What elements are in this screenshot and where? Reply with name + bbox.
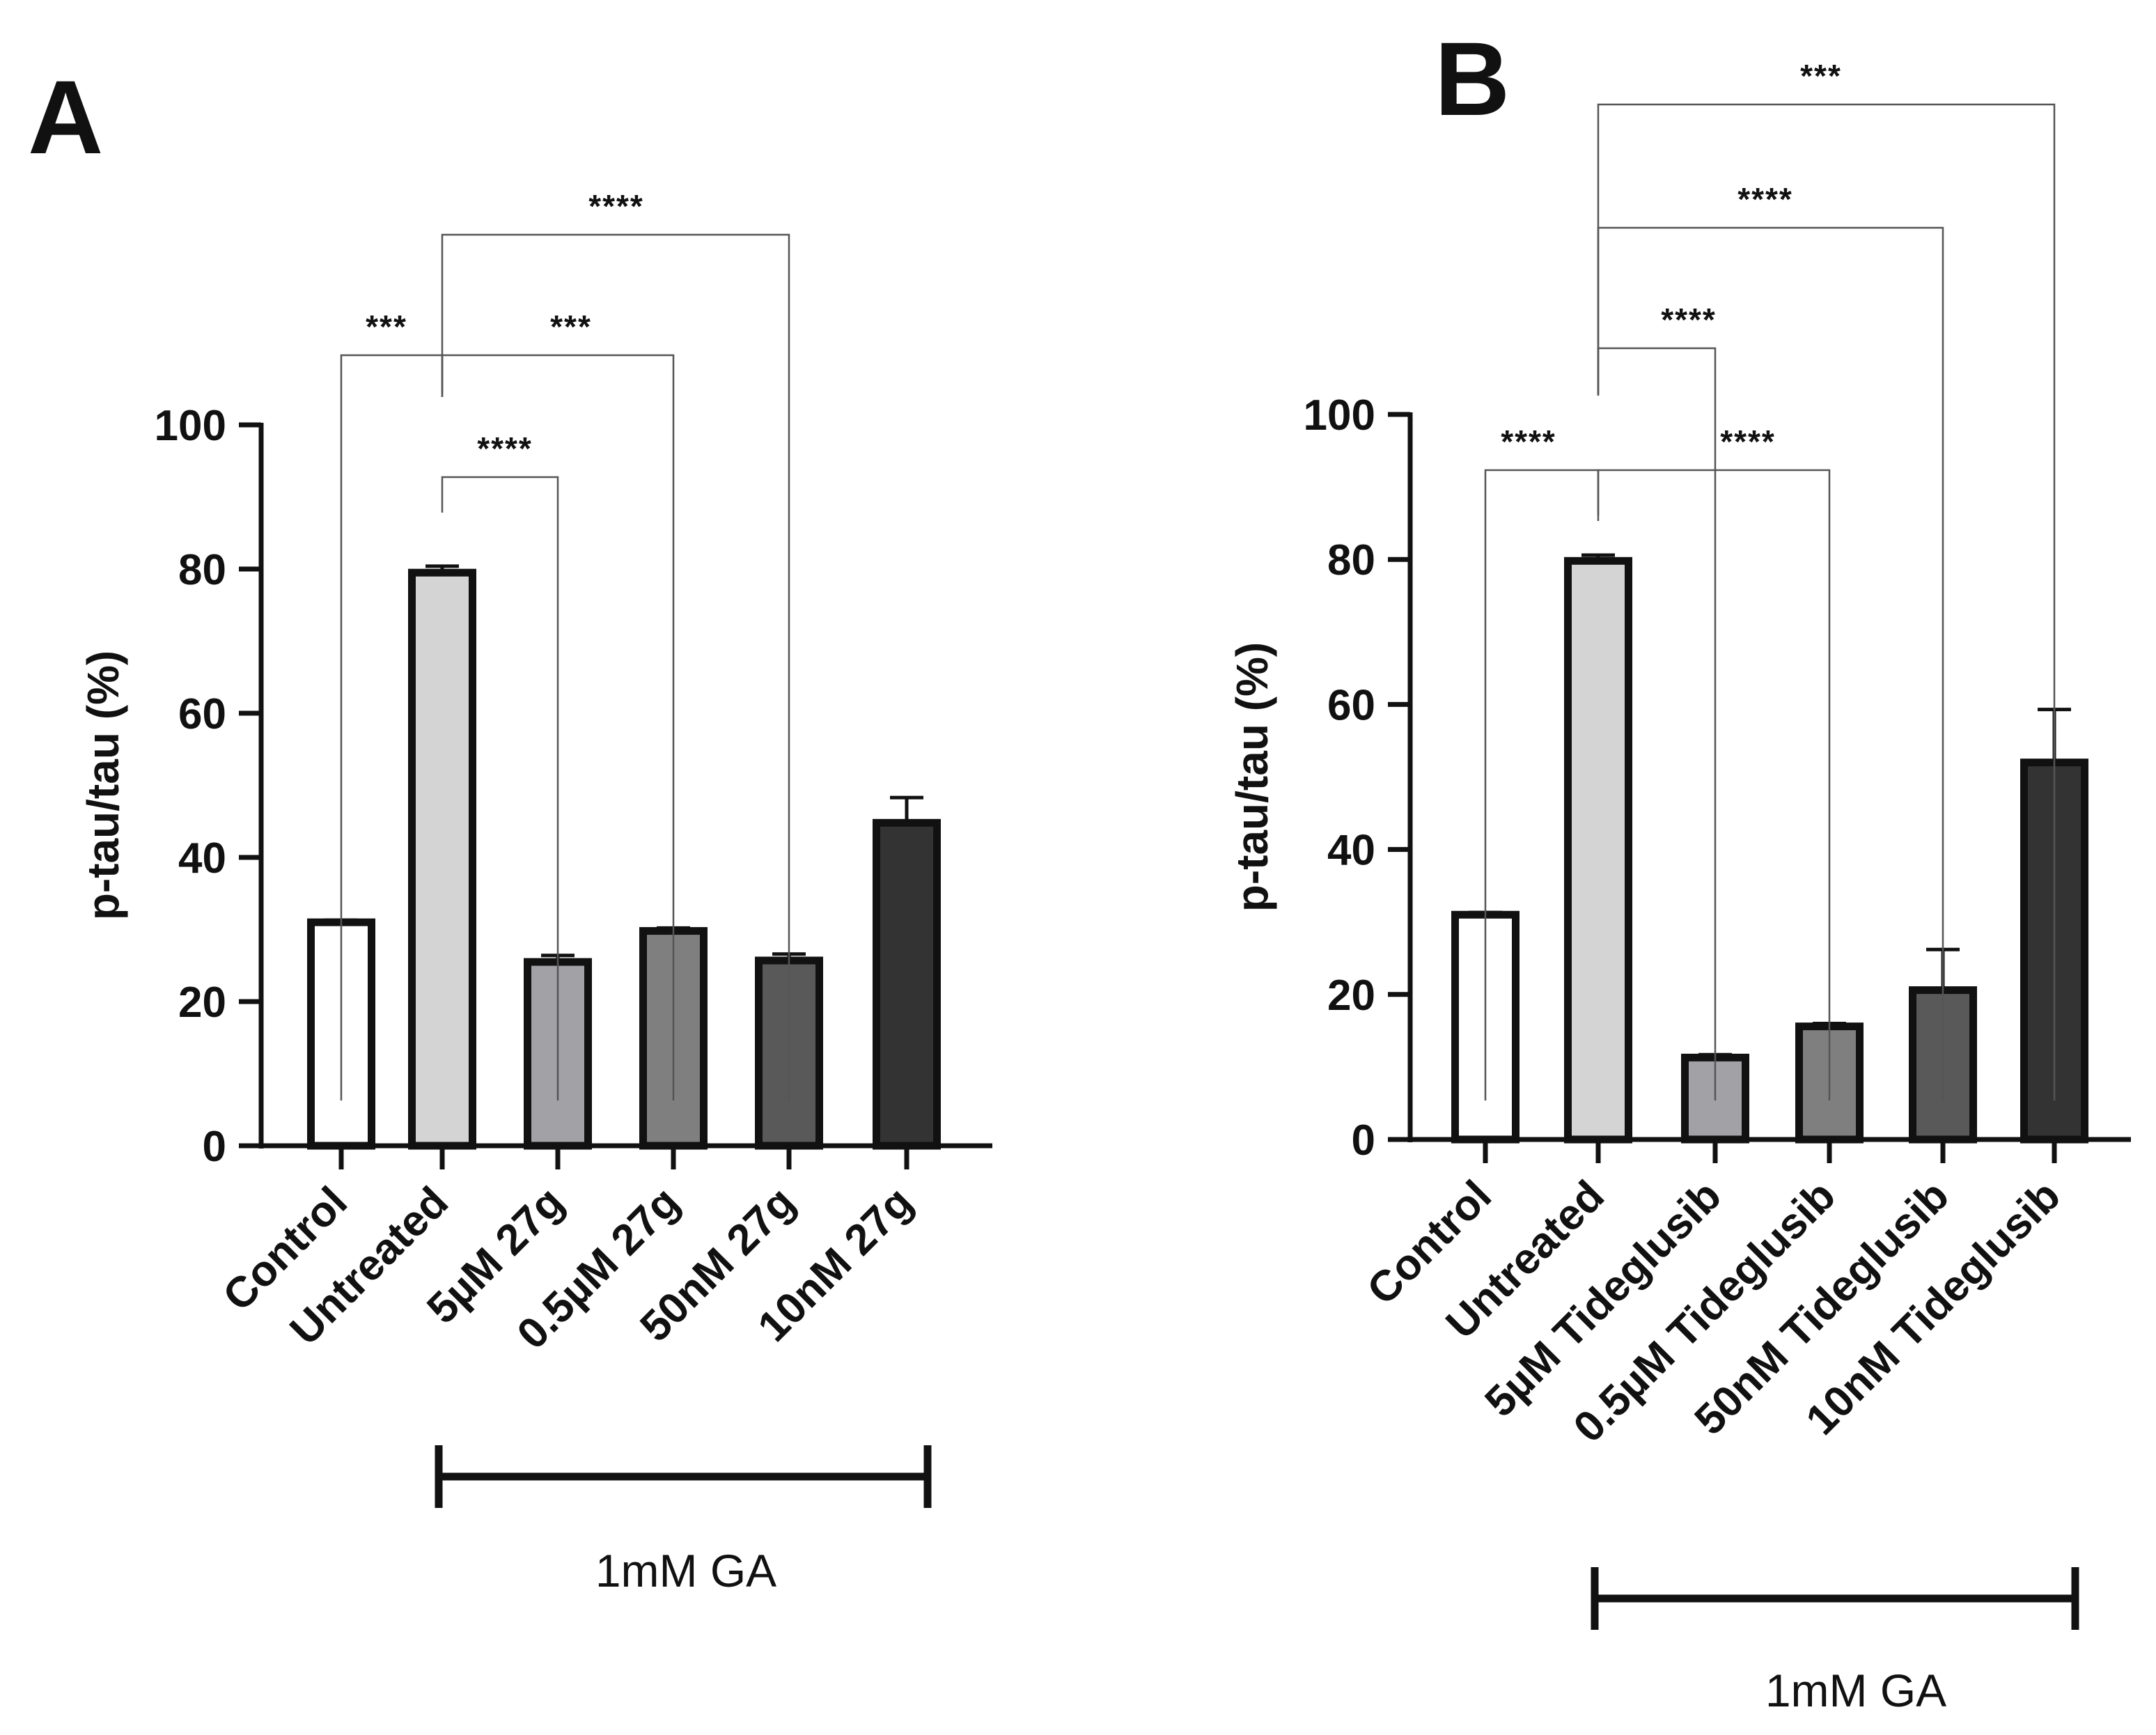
significance-label: *** <box>550 309 592 345</box>
y-tick-label: 0 <box>1352 1117 1375 1165</box>
significance-label: **** <box>1501 423 1556 460</box>
y-tick-label: 40 <box>1327 827 1375 875</box>
y-tick-label: 60 <box>1327 681 1375 729</box>
significance-label: **** <box>588 188 644 224</box>
bar <box>408 568 476 1150</box>
y-tick-label: 60 <box>178 690 226 738</box>
group-label: 1mM GA <box>595 1545 776 1596</box>
significance-bracket <box>1597 226 1944 1100</box>
panel-label: A <box>28 59 103 176</box>
y-tick-label: 20 <box>178 979 226 1027</box>
y-axis-title: p-tau/tau (%) <box>1227 642 1277 912</box>
significance-label: *** <box>366 309 407 345</box>
bar <box>873 818 941 1150</box>
significance-label: **** <box>1661 302 1717 338</box>
group-label: 1mM GA <box>1765 1665 1946 1716</box>
significance-bracket <box>441 476 559 1100</box>
y-tick-label: 100 <box>155 402 226 450</box>
bar <box>1564 557 1632 1144</box>
significance-bracket <box>441 233 790 1100</box>
y-axis-title: p-tau/tau (%) <box>78 651 128 921</box>
y-tick-label: 40 <box>178 834 226 882</box>
significance-label: **** <box>1737 181 1793 217</box>
significance-label: **** <box>1720 423 1776 460</box>
y-tick-label: 0 <box>203 1123 226 1171</box>
y-tick-label: 20 <box>1327 972 1375 1020</box>
significance-label: **** <box>477 430 533 467</box>
significance-label: *** <box>1800 58 1842 94</box>
significance-bracket <box>1597 103 2056 1100</box>
significance-bracket <box>1597 469 1831 1100</box>
panel-label: B <box>1435 20 1510 137</box>
y-tick-label: 80 <box>178 546 226 594</box>
y-tick-label: 100 <box>1304 391 1375 439</box>
y-tick-label: 80 <box>1327 536 1375 584</box>
